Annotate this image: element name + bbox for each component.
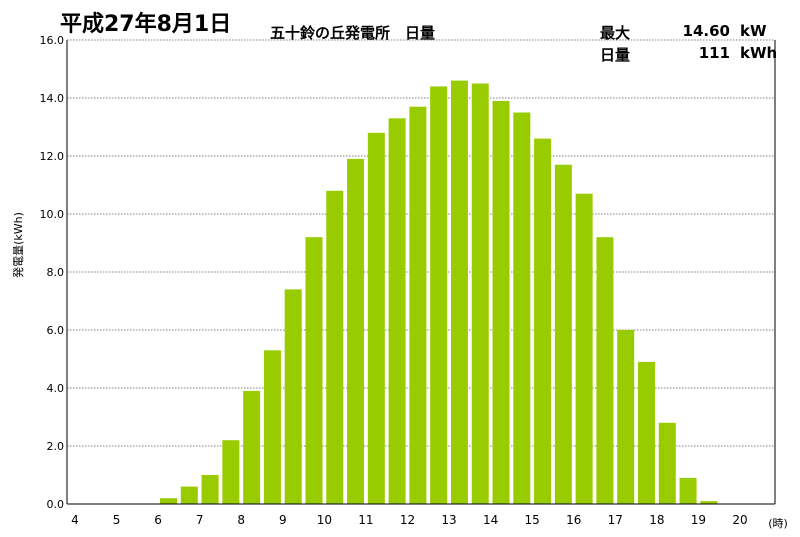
y-tick-label: 8.0	[47, 266, 65, 279]
bar	[492, 100, 510, 505]
x-tick-label: 20	[732, 513, 747, 527]
bar	[513, 112, 531, 504]
max-output-unit: kW	[740, 22, 767, 40]
x-tick-label: 13	[441, 513, 456, 527]
y-tick-label: 2.0	[47, 440, 65, 453]
x-tick-label: 15	[525, 513, 540, 527]
y-tick-label: 4.0	[47, 382, 65, 395]
bars	[160, 80, 718, 505]
bar	[617, 330, 635, 504]
x-tick-label: 11	[358, 513, 373, 527]
bar	[534, 138, 552, 504]
x-tick-label: 6	[154, 513, 162, 527]
y-tick-label: 16.0	[40, 34, 65, 47]
bar	[263, 350, 281, 504]
y-tick-label: 12.0	[40, 150, 65, 163]
bar	[222, 440, 240, 504]
y-tick-label: 0.0	[47, 498, 65, 511]
bar	[180, 486, 198, 504]
y-tick-label: 6.0	[47, 324, 65, 337]
bar	[201, 475, 219, 504]
max-output-value: 14.60	[682, 22, 730, 40]
x-axis-unit-label: (時)	[768, 517, 788, 530]
daily-total-label: 日量	[600, 46, 631, 64]
x-tick-label: 16	[566, 513, 581, 527]
bar	[575, 193, 593, 504]
y-tick-label: 14.0	[40, 92, 65, 105]
bar	[471, 83, 489, 504]
y-axis-label: 発電量(kWh)	[11, 212, 25, 278]
y-tick-label: 10.0	[40, 208, 65, 221]
x-tick-labels: 4 5 6 7 8 9 10 11 12 13 14 15 16 17 18 19 20	[71, 513, 747, 527]
x-tick-label: 17	[608, 513, 623, 527]
max-output-label: 最大	[600, 24, 631, 42]
bar	[160, 498, 178, 504]
x-tick-label: 10	[317, 513, 332, 527]
bar	[388, 118, 406, 505]
bar	[284, 289, 302, 504]
daily-total-row: 日量 111 kWh	[600, 44, 790, 66]
chart-title: 五十鈴の丘発電所 日量	[270, 24, 436, 42]
bar	[658, 422, 676, 504]
stats-panel: 最大 14.60 kW 日量 111 kWh	[600, 22, 790, 66]
axes	[66, 40, 776, 505]
x-tick-label: 5	[113, 513, 121, 527]
bar	[347, 158, 365, 504]
bar	[305, 237, 323, 504]
daily-total-value: 111	[698, 44, 730, 62]
x-tick-label: 12	[400, 513, 415, 527]
bar	[596, 237, 614, 504]
bar	[243, 390, 261, 504]
x-tick-label: 4	[71, 513, 79, 527]
bar	[430, 86, 448, 505]
x-tick-label: 19	[691, 513, 706, 527]
bar	[637, 361, 655, 504]
bar	[700, 501, 718, 504]
bar	[450, 80, 468, 504]
bar	[679, 477, 697, 504]
y-tick-labels: 0.0 2.0 4.0 6.0 8.0 10.0 12.0 14.0 16.0	[40, 34, 65, 511]
bar	[326, 190, 344, 505]
daily-total-unit: kWh	[740, 44, 778, 62]
x-tick-label: 7	[196, 513, 204, 527]
x-tick-label: 14	[483, 513, 498, 527]
x-tick-label: 8	[237, 513, 245, 527]
bar	[554, 164, 572, 504]
bar	[367, 132, 385, 505]
bar	[409, 106, 427, 504]
max-output-row: 最大 14.60 kW	[600, 22, 790, 44]
x-tick-label: 18	[649, 513, 664, 527]
date-title: 平成27年8月1日	[60, 12, 232, 37]
x-tick-label: 9	[279, 513, 287, 527]
